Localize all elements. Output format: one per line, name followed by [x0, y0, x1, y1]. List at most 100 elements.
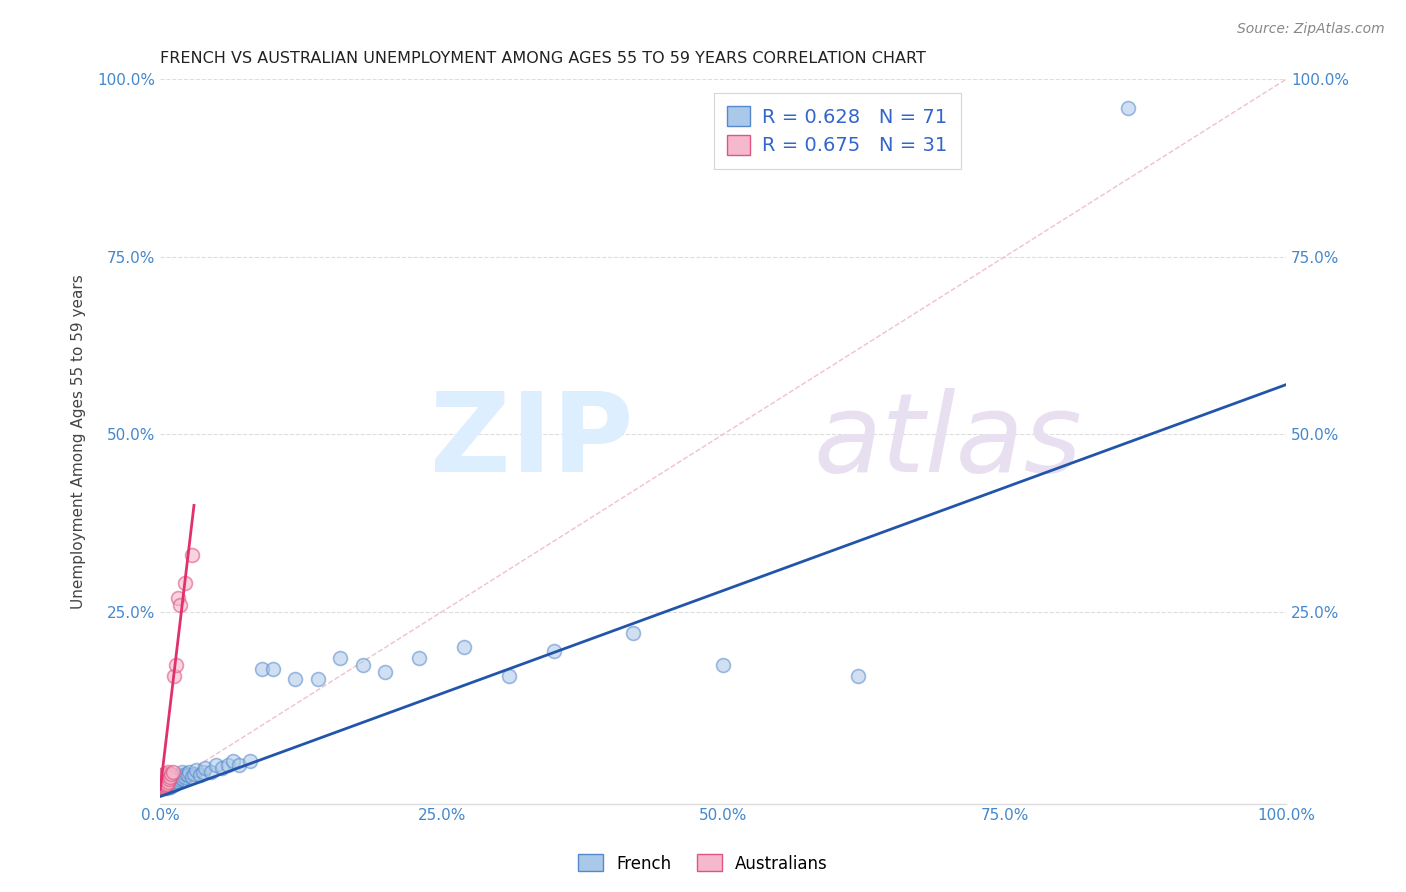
- Point: [153, 779, 176, 793]
- Point: [222, 754, 245, 768]
- Point: [408, 651, 430, 665]
- Point: [194, 761, 217, 775]
- Point: [159, 770, 181, 784]
- Point: [157, 777, 180, 791]
- Point: [152, 779, 174, 793]
- Text: Source: ZipAtlas.com: Source: ZipAtlas.com: [1237, 22, 1385, 37]
- Point: [177, 768, 200, 782]
- Point: [1118, 101, 1140, 115]
- Point: [150, 779, 173, 793]
- Point: [846, 669, 869, 683]
- Point: [150, 780, 173, 795]
- Point: [228, 757, 250, 772]
- Point: [152, 766, 174, 780]
- Point: [156, 780, 179, 795]
- Point: [155, 766, 177, 780]
- Point: [162, 778, 184, 792]
- Point: [170, 764, 193, 779]
- Point: [152, 780, 174, 795]
- Point: [156, 777, 179, 791]
- Point: [152, 780, 174, 795]
- Point: [153, 777, 176, 791]
- Point: [162, 773, 184, 788]
- Point: [165, 658, 187, 673]
- Point: [239, 754, 262, 768]
- Point: [188, 768, 211, 782]
- Point: [162, 764, 184, 779]
- Point: [183, 766, 205, 780]
- Point: [159, 776, 181, 790]
- Point: [153, 772, 176, 786]
- Point: [200, 764, 222, 779]
- Point: [156, 768, 179, 782]
- Point: [250, 662, 273, 676]
- Point: [155, 778, 177, 792]
- Point: [152, 780, 174, 794]
- Point: [156, 779, 179, 793]
- Point: [167, 772, 190, 786]
- Point: [543, 644, 565, 658]
- Legend: R = 0.628   N = 71, R = 0.675   N = 31: R = 0.628 N = 71, R = 0.675 N = 31: [714, 93, 962, 169]
- Point: [172, 772, 194, 786]
- Point: [329, 651, 352, 665]
- Point: [167, 591, 190, 605]
- Point: [174, 770, 197, 784]
- Point: [157, 780, 180, 795]
- Point: [169, 598, 191, 612]
- Point: [150, 780, 173, 795]
- Point: [163, 773, 186, 788]
- Point: [191, 764, 214, 779]
- Point: [150, 775, 173, 789]
- Point: [157, 775, 180, 789]
- Point: [711, 658, 734, 673]
- Point: [157, 777, 180, 791]
- Point: [152, 777, 174, 791]
- Text: ZIP: ZIP: [430, 388, 633, 495]
- Point: [152, 780, 174, 794]
- Text: atlas: atlas: [813, 388, 1081, 495]
- Point: [153, 780, 176, 795]
- Point: [217, 757, 239, 772]
- Point: [160, 766, 183, 780]
- Point: [498, 669, 520, 683]
- Y-axis label: Unemployment Among Ages 55 to 59 years: Unemployment Among Ages 55 to 59 years: [72, 274, 86, 609]
- Point: [163, 669, 186, 683]
- Point: [374, 665, 396, 680]
- Point: [152, 777, 174, 791]
- Point: [153, 778, 176, 792]
- Legend: French, Australians: French, Australians: [572, 847, 834, 880]
- Point: [150, 779, 173, 793]
- Point: [152, 768, 174, 782]
- Point: [152, 777, 174, 791]
- Point: [169, 768, 191, 782]
- Point: [307, 673, 329, 687]
- Point: [155, 772, 177, 786]
- Point: [155, 780, 177, 795]
- Point: [152, 779, 174, 793]
- Point: [211, 761, 233, 775]
- Point: [152, 780, 174, 795]
- Point: [262, 662, 284, 676]
- Point: [153, 780, 176, 794]
- Point: [157, 772, 180, 786]
- Point: [152, 778, 174, 792]
- Point: [157, 779, 180, 793]
- Point: [157, 764, 180, 779]
- Point: [157, 780, 180, 794]
- Point: [180, 548, 202, 562]
- Point: [155, 780, 177, 794]
- Point: [152, 780, 174, 795]
- Point: [169, 770, 191, 784]
- Point: [352, 658, 374, 673]
- Point: [174, 576, 197, 591]
- Point: [163, 777, 186, 791]
- Point: [155, 777, 177, 791]
- Point: [284, 673, 307, 687]
- Text: FRENCH VS AUSTRALIAN UNEMPLOYMENT AMONG AGES 55 TO 59 YEARS CORRELATION CHART: FRENCH VS AUSTRALIAN UNEMPLOYMENT AMONG …: [160, 51, 927, 66]
- Point: [186, 763, 208, 777]
- Point: [163, 777, 186, 791]
- Point: [180, 770, 202, 784]
- Point: [179, 764, 201, 779]
- Point: [621, 626, 644, 640]
- Point: [152, 775, 174, 789]
